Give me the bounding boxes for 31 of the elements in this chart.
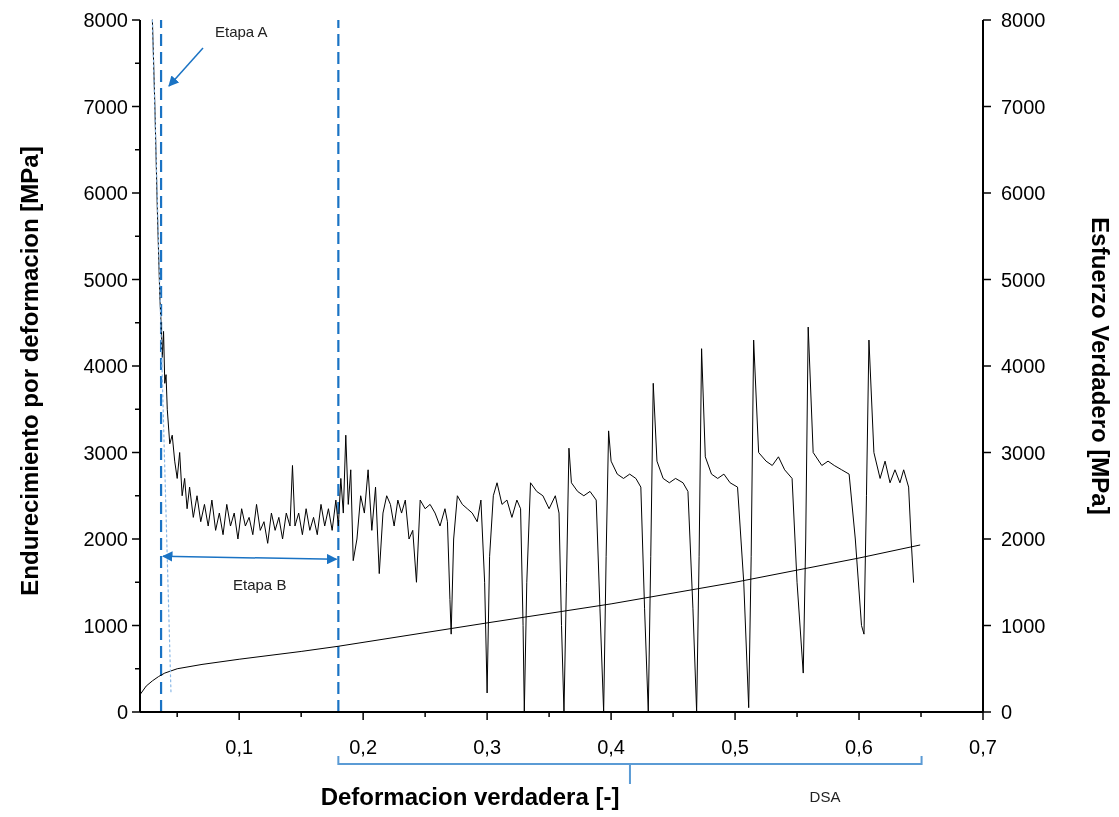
y2-tick-label: 8000: [1001, 9, 1046, 31]
y2-tick-label: 6000: [1001, 182, 1046, 204]
y2-tick-label: 4000: [1001, 355, 1046, 377]
x-tick-label: 0,3: [473, 736, 502, 758]
y-tick-label: 3000: [83, 441, 128, 464]
x-tick-label: 0,1: [225, 736, 254, 758]
x-tick-label: 0,4: [597, 736, 625, 758]
y2-axis-title: Esfuerzo Verdadero [MPa]: [1087, 217, 1114, 515]
y2-tick-label: 1000: [1001, 614, 1046, 637]
annotation: Etapa B: [233, 576, 287, 594]
x-tick-label: 0,6: [845, 736, 873, 758]
y2-tick-label: 2000: [1001, 528, 1046, 550]
y-tick-label: 8000: [83, 9, 128, 31]
y2-tick-label: 3000: [1001, 441, 1046, 464]
annotation: Etapa A: [215, 23, 268, 40]
y-tick-label: 0: [116, 701, 128, 723]
y-tick-label: 4000: [83, 355, 128, 377]
x-tick-label: 0,2: [349, 736, 378, 758]
x-tick-label: 0,5: [721, 736, 749, 758]
x-tick-label: 0,7: [969, 736, 997, 758]
y2-tick-label: 7000: [1001, 95, 1046, 118]
x-axis-title: Deformacion verdadera [-]: [320, 783, 620, 810]
y-axis-title: Endurecimiento por deformacion [MPa]: [16, 146, 43, 596]
y-tick-label: 6000: [83, 182, 128, 204]
y2-tick-label: 0: [1001, 701, 1013, 723]
y-tick-label: 1000: [83, 614, 128, 637]
y-tick-label: 5000: [83, 268, 128, 291]
text: DSA: [809, 788, 841, 805]
y2-tick-label: 5000: [1001, 268, 1046, 291]
y-tick-label: 7000: [83, 95, 128, 118]
y-tick-label: 2000: [83, 528, 128, 550]
